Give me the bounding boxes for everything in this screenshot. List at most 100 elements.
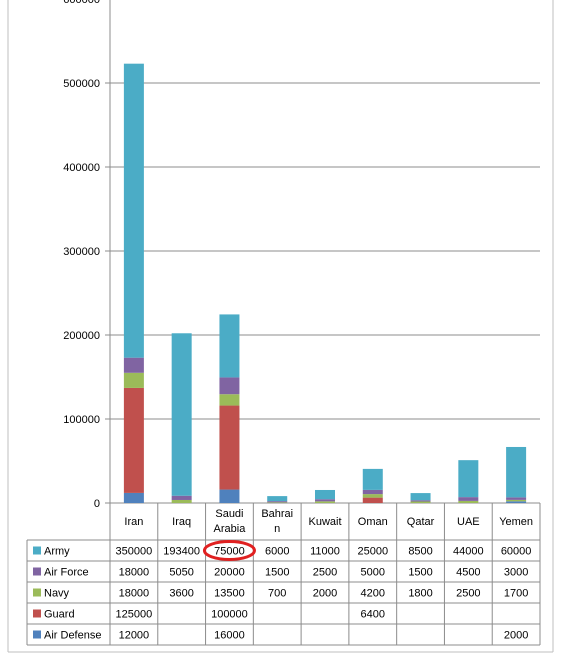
bar-segment xyxy=(219,314,240,378)
table-cell-value: 700 xyxy=(268,588,286,600)
table-cell-value: 6000 xyxy=(265,546,289,558)
table-cell-value: 4500 xyxy=(456,567,480,579)
bar-segment xyxy=(362,489,383,495)
legend-key xyxy=(33,567,41,576)
bar-segment xyxy=(219,489,240,503)
bar-segment xyxy=(123,387,144,493)
table-cell-value: 44000 xyxy=(453,546,484,558)
table-cell-value: 16000 xyxy=(214,630,245,642)
bar-segment xyxy=(123,492,144,503)
table-cell-value: 4200 xyxy=(361,588,385,600)
bar-segment xyxy=(458,500,479,503)
bar-segment xyxy=(506,499,527,502)
bar-segment xyxy=(315,489,335,500)
bar-segment xyxy=(219,394,240,406)
table-cell-value: 125000 xyxy=(116,609,153,621)
bar-segment xyxy=(410,493,431,501)
bar-segment xyxy=(267,501,288,503)
legend-label: Air Defense xyxy=(44,630,101,642)
data-table: Iran Iraq Saudi Arabia Bahrai n Kuwait Oman Qata… xyxy=(26,503,541,646)
table-cell-value: 1500 xyxy=(265,567,289,579)
table-cell-value: 25000 xyxy=(357,546,388,558)
table-cell-value: 1800 xyxy=(408,588,432,600)
bar-segment xyxy=(123,357,144,373)
bar-segment xyxy=(171,333,192,496)
table-cell-value: 18000 xyxy=(119,567,150,579)
legend-key xyxy=(33,630,41,639)
bar-segment xyxy=(506,446,527,498)
table-cell-value: 2500 xyxy=(313,567,337,579)
category-label: Saudi xyxy=(215,508,243,520)
bar-segment xyxy=(506,501,527,503)
category-label: Qatar xyxy=(407,516,435,528)
bar-segment xyxy=(458,497,479,501)
bar-segment xyxy=(219,405,240,490)
bar-segment xyxy=(267,502,288,504)
annotations xyxy=(202,540,256,561)
y-axis: 0 100000 200000 300000 400000 500000 600000 xyxy=(63,0,111,510)
bar-segment xyxy=(506,497,527,500)
bar-segment xyxy=(315,501,335,503)
table-cell-value: 3600 xyxy=(169,588,193,600)
table-cell-value: 1700 xyxy=(504,588,528,600)
bar-segment xyxy=(410,500,431,502)
table-cell-value: 3000 xyxy=(504,567,528,579)
y-tick-label: 500000 xyxy=(63,78,100,90)
y-tick-label: 200000 xyxy=(63,330,100,342)
table-cell-value: 20000 xyxy=(214,567,245,579)
bar-segment xyxy=(123,63,144,358)
bar-segment xyxy=(267,496,288,502)
y-tick-label: 100000 xyxy=(63,414,100,426)
bar-segment xyxy=(219,377,240,395)
category-label: Kuwait xyxy=(308,516,341,528)
legend-key xyxy=(33,588,41,597)
category-label: Oman xyxy=(358,516,388,528)
y-tick-label: 600000 xyxy=(63,0,100,6)
legend-key xyxy=(33,609,41,618)
table-cell-value: 60000 xyxy=(501,546,532,558)
bar-segment xyxy=(362,497,383,503)
legend-label: Guard xyxy=(44,609,75,621)
bar-segment xyxy=(171,495,192,500)
table-cell-value: 2000 xyxy=(504,630,528,642)
category-label: Arabia xyxy=(214,523,247,535)
bar-segment xyxy=(458,460,479,498)
y-tick-label: 0 xyxy=(94,498,100,510)
table-cell-value: 100000 xyxy=(211,609,248,621)
table-cell-value: 2500 xyxy=(456,588,480,600)
table-cell-value: 11000 xyxy=(310,546,340,558)
bar-segment xyxy=(362,494,383,498)
y-tick-label: 300000 xyxy=(63,246,100,258)
table-cell-value: 12000 xyxy=(119,630,150,642)
category-label: Bahrai xyxy=(261,508,293,520)
table-cell-value: 193400 xyxy=(163,546,200,558)
table-cell-value: 8500 xyxy=(408,546,432,558)
table-cell-value: 5050 xyxy=(169,567,193,579)
category-label: n xyxy=(274,523,280,535)
bar-segment xyxy=(362,468,383,490)
table-cell-value: 18000 xyxy=(119,588,150,600)
table-cell-value: 13500 xyxy=(214,588,245,600)
y-tick-label: 400000 xyxy=(63,162,100,174)
legend-label: Air Force xyxy=(44,567,89,579)
category-label: UAE xyxy=(457,516,480,528)
bars xyxy=(123,63,527,504)
table-cell-value: 75000 xyxy=(214,546,245,558)
bar-segment xyxy=(315,499,335,502)
table-cell-value: 350000 xyxy=(116,546,153,558)
bar-segment xyxy=(123,372,144,388)
category-label: Iran xyxy=(124,516,143,528)
legend-key xyxy=(33,546,41,555)
legend-label: Navy xyxy=(44,588,70,600)
table-cell-value: 2000 xyxy=(313,588,337,600)
table-cell-value: 5000 xyxy=(361,567,385,579)
category-label: Yemen xyxy=(499,516,533,528)
category-label: Iraq xyxy=(172,516,191,528)
table-cell-value: 6400 xyxy=(361,609,385,621)
highlight-circle xyxy=(202,540,256,561)
legend-label: Army xyxy=(44,546,70,558)
bar-segment xyxy=(171,499,192,503)
table-cell-value: 1500 xyxy=(408,567,432,579)
